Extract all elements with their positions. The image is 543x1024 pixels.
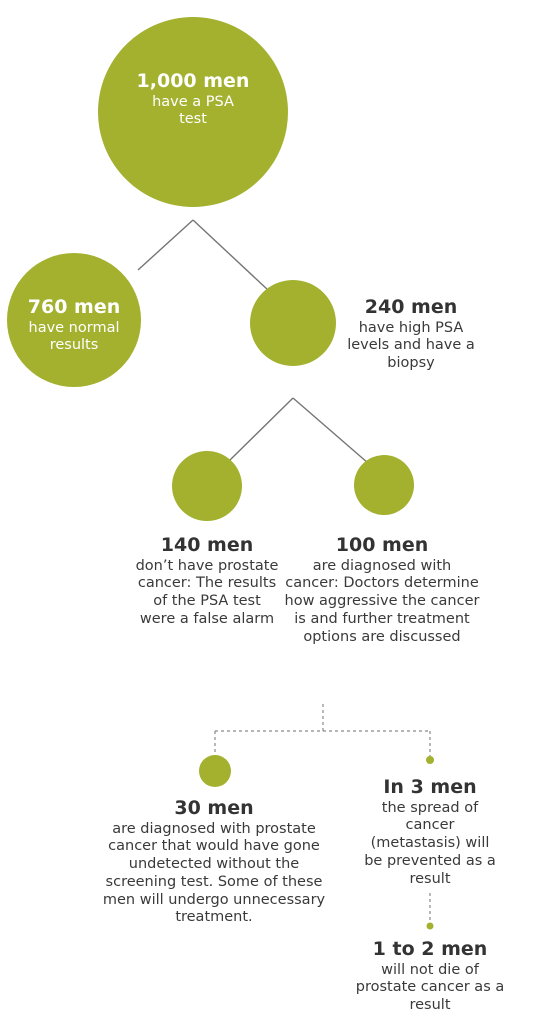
circle-overdiagnosed — [199, 755, 231, 787]
node-diagnosed-head: 100 men — [335, 534, 429, 556]
circle-root — [98, 17, 288, 207]
node-prevented-label: In 3 men the spread of cancer (metastasi… — [346, 776, 514, 888]
node-overdiagnosed-head: 30 men — [174, 797, 254, 819]
node-no-cancer-label: 140 men don’t have prostate cancer: The … — [134, 534, 280, 629]
edge-high-nocancer — [229, 397, 294, 461]
node-root-head: 1,000 men — [136, 70, 250, 92]
node-saved-body: will not die of prostate cancer as a res… — [355, 961, 505, 1014]
node-root-body: have a PSA test — [152, 93, 234, 128]
node-normal-head: 760 men — [27, 296, 121, 318]
node-overdiagnosed-label: 30 men are diagnosed with prostate cance… — [96, 797, 332, 927]
node-diagnosed-body: are diagnosed with cancer: Doctors deter… — [284, 557, 480, 645]
circle-normal — [7, 253, 141, 387]
node-root-label: 1,000 men have a PSA test — [118, 70, 268, 129]
node-prevented-head: In 3 men — [383, 776, 477, 798]
edge-root-high — [192, 219, 269, 291]
edge-root-normal — [137, 219, 194, 271]
node-high-psa-body: have high PSA levels and have a biopsy — [347, 319, 475, 372]
circle-high-psa — [250, 280, 336, 366]
node-saved-head: 1 to 2 men — [372, 938, 488, 960]
dot-saved — [426, 922, 434, 930]
node-prevented-body: the spread of cancer (metastasis) will b… — [364, 799, 496, 887]
node-high-psa-head: 240 men — [364, 296, 458, 318]
node-diagnosed-label: 100 men are diagnosed with cancer: Docto… — [284, 534, 480, 646]
node-normal-body: have normal results — [28, 319, 120, 354]
node-normal-label: 760 men have normal results — [24, 296, 124, 355]
circle-diagnosed — [354, 455, 414, 515]
edge-high-diagnosed — [292, 397, 369, 464]
node-high-psa-label: 240 men have high PSA levels and have a … — [346, 296, 476, 373]
node-no-cancer-head: 140 men — [160, 534, 254, 556]
node-overdiagnosed-body: are diagnosed with prostate cancer that … — [102, 820, 326, 926]
node-no-cancer-body: don’t have prostate cancer: The results … — [135, 557, 279, 627]
circle-no-cancer — [172, 451, 242, 521]
node-saved-label: 1 to 2 men will not die of prostate canc… — [350, 938, 510, 1015]
dot-prevented — [426, 756, 434, 764]
